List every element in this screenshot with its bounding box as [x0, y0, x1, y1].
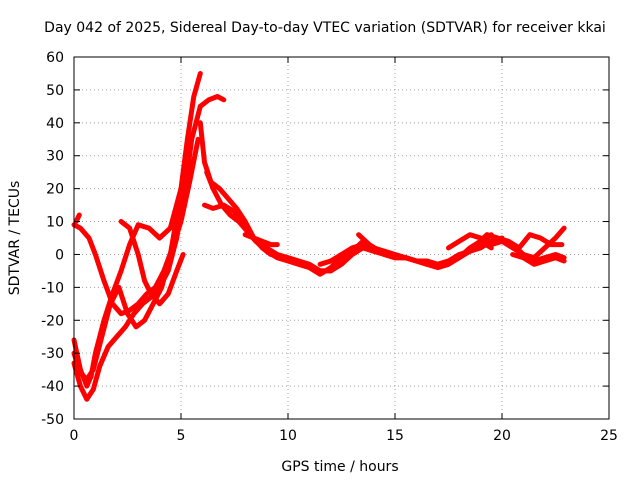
x-tick-label: 0: [70, 428, 79, 444]
x-tick-label: 25: [600, 428, 618, 444]
x-tick-label: 5: [177, 428, 186, 444]
series-trace-9: [202, 202, 366, 274]
x-tick-label: 20: [493, 428, 511, 444]
y-tick-label: 30: [46, 149, 64, 165]
y-axis-label: SDTVAR / TECUs: [7, 181, 23, 296]
x-tick-label: 15: [386, 428, 404, 444]
series-trace-11: [242, 232, 280, 248]
series-trace-6: [118, 219, 186, 307]
series-trace-5: [71, 159, 195, 382]
series-trace-4: [73, 212, 82, 224]
axis-ticks: 0 5 10 15 20 25 -50 -40 -30 -20 -10 0 10 20 30 40 50 60: [41, 50, 618, 444]
series-trace-3: [71, 136, 201, 317]
x-axis-label: GPS time / hours: [281, 459, 398, 475]
series-trace-15: [356, 232, 383, 254]
y-tick-label: 40: [46, 116, 64, 132]
y-tick-label: 10: [46, 215, 64, 231]
series-trace-10: [197, 94, 227, 109]
y-tick-label: -10: [41, 280, 64, 296]
y-tick-label: 0: [55, 247, 64, 263]
y-tick-label: -50: [41, 412, 64, 428]
y-tick-label: -40: [41, 379, 64, 395]
series-trace-19: [510, 252, 567, 267]
y-tick-label: 50: [46, 83, 64, 99]
plot-frame: [73, 56, 610, 420]
y-tick-label: 20: [46, 182, 64, 198]
y-tick-label: -20: [41, 313, 64, 329]
x-tick-label: 10: [279, 428, 297, 444]
y-tick-label: 60: [46, 50, 64, 66]
series-trace-8: [204, 169, 334, 274]
data-series: [71, 71, 567, 402]
chart-title: Day 042 of 2025, Sidereal Day-to-day VTE…: [44, 20, 606, 36]
y-tick-label: -30: [41, 346, 64, 362]
series-trace-18: [499, 225, 567, 261]
